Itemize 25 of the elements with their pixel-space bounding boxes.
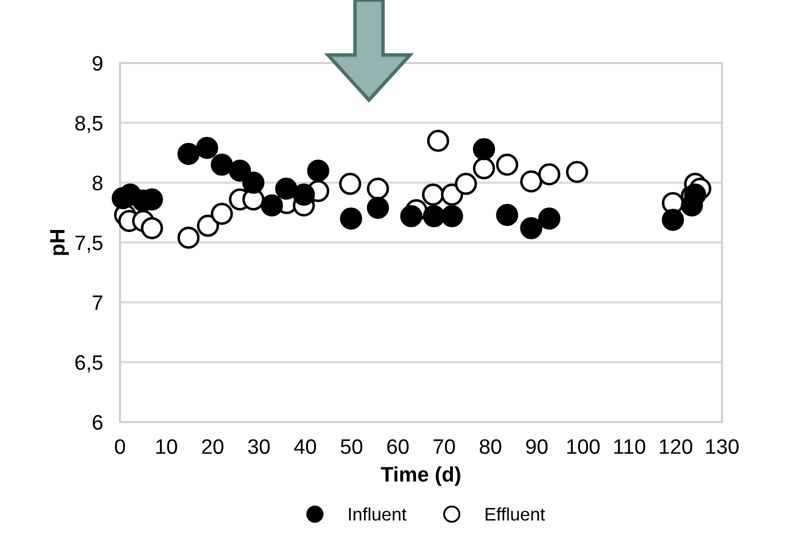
- x-tick-label: 60: [387, 439, 409, 454]
- y-tick-label: 7,5: [75, 236, 102, 253]
- x-tick-label: 130: [706, 439, 739, 454]
- x-tick-label: 110: [614, 439, 646, 454]
- y-axis-title: pH: [50, 230, 69, 256]
- y-tick-label: 7: [92, 296, 102, 310]
- x-tick-label: 30: [248, 439, 270, 454]
- y-tick-label: 6,5: [75, 355, 102, 372]
- legend-label: Influent: [349, 507, 406, 521]
- x-tick-label: 0: [115, 439, 125, 454]
- x-tick-label: 80: [480, 439, 502, 454]
- x-tick-label: 50: [340, 439, 362, 454]
- x-tick-label: 120: [660, 439, 692, 454]
- y-tick-label: 8,5: [75, 116, 102, 134]
- x-tick-label: 10: [156, 439, 178, 454]
- x-tick-label: 100: [567, 439, 600, 454]
- x-tick-label: 70: [434, 439, 455, 454]
- x-tick-label: 20: [202, 439, 224, 454]
- y-tick-label: 8: [92, 176, 102, 190]
- y-tick-label: 9: [92, 56, 102, 71]
- x-axis-title: Time (d): [380, 466, 460, 486]
- legend-label: Effluent: [486, 507, 546, 521]
- y-tick-label: 6: [92, 415, 102, 430]
- x-tick-label: 40: [294, 439, 316, 454]
- x-tick-label: 90: [526, 439, 548, 454]
